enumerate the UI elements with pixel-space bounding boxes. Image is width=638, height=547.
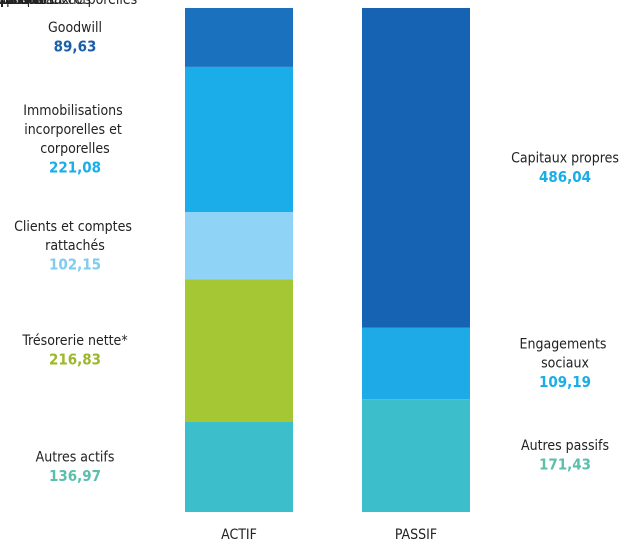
value-label: 109,19 [539,373,591,391]
value-label: 221,08 [49,159,101,177]
bar-segment [362,327,470,400]
bar-segment [362,399,470,512]
category-label: PASSIF [395,527,437,543]
bar-segment [185,66,293,213]
bar-segment [185,279,293,422]
value-label: 89,63 [54,37,97,55]
bar-segment [185,212,293,280]
value-label: 136,97 [49,467,101,485]
value-label: 102,15 [49,255,101,273]
value-label: 486,04 [539,168,591,186]
value-label: 171,43 [539,456,591,474]
category-label: ACTIF [221,527,257,543]
bar-segment [362,8,470,328]
series-name: Engagements sociauxEngagements sociaux [0,0,610,371]
value-label: 216,83 [49,351,101,369]
bar-segment [185,421,293,512]
bar-segment [185,8,293,67]
